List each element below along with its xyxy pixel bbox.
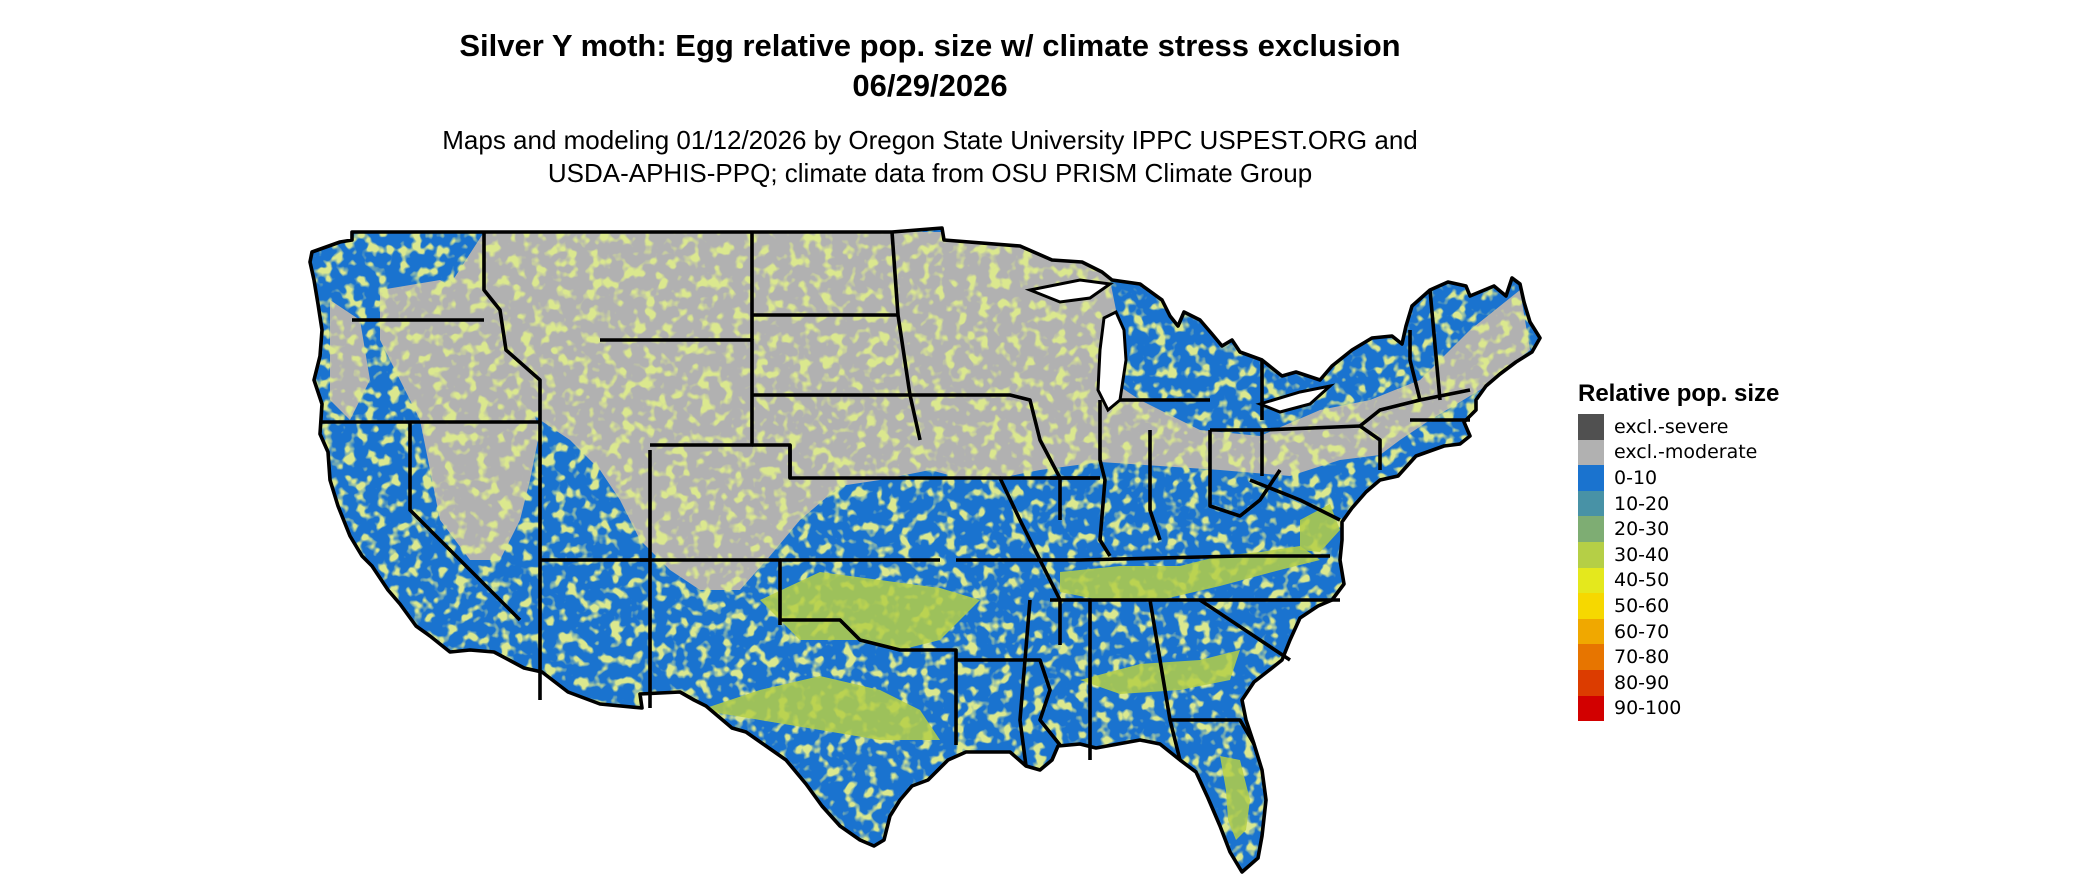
us-outline (308, 226, 1542, 874)
legend-swatch (1578, 439, 1604, 466)
legend-item: 70-80 (1578, 644, 1779, 670)
legend-swatch (1578, 567, 1604, 594)
map-subtitle-line1: Maps and modeling 01/12/2026 by Oregon S… (442, 125, 1418, 155)
legend-swatch (1578, 516, 1604, 542)
legend-swatch (1578, 490, 1604, 517)
legend-item: 60-70 (1578, 618, 1779, 645)
legend-item: 50-60 (1578, 593, 1779, 619)
legend-swatch (1578, 465, 1604, 491)
legend-items: excl.-severe excl.-moderate 0-10 10-20 20-30… (1578, 414, 1779, 722)
state-borders (308, 226, 1542, 874)
legend-item: 0-10 (1578, 465, 1779, 491)
legend-label: 40-50 (1614, 569, 1670, 592)
legend-swatch (1578, 618, 1604, 645)
legend-label: 60-70 (1614, 620, 1670, 643)
legend-swatch (1578, 695, 1604, 722)
legend-label: 70-80 (1614, 646, 1670, 669)
mid-population-band (1080, 650, 1240, 694)
mid-population-band (700, 676, 940, 740)
great-lakes (1024, 278, 1336, 414)
legend-label: 30-40 (1614, 543, 1670, 566)
legend-label: 90-100 (1614, 697, 1682, 720)
legend-label: excl.-moderate (1614, 441, 1758, 464)
legend-swatch (1578, 669, 1604, 696)
mid-population-band (1060, 546, 1320, 600)
mid-population-band (1220, 756, 1250, 840)
legend-swatch (1578, 644, 1604, 670)
map-title-line2: 06/29/2026 (852, 68, 1008, 103)
legend-item: 30-40 (1578, 541, 1779, 568)
legend: Relative pop. size excl.-severe excl.-mod… (1578, 380, 1780, 722)
legend-item: 80-90 (1578, 669, 1779, 696)
legend-item: 10-20 (1578, 490, 1779, 517)
legend-swatch (1578, 541, 1604, 568)
legend-item: excl.-moderate (1578, 439, 1779, 466)
legend-item: 40-50 (1578, 567, 1779, 594)
legend-swatch (1578, 593, 1604, 619)
legend-item: 90-100 (1578, 695, 1779, 722)
map-title-line1: Silver Y moth: Egg relative pop. size w/… (459, 28, 1401, 63)
legend-item: 20-30 (1578, 516, 1779, 542)
legend-label: 10-20 (1614, 492, 1670, 515)
legend-label: 80-90 (1614, 671, 1670, 694)
legend-label: 50-60 (1614, 594, 1670, 617)
legend-swatch (1578, 414, 1604, 440)
mid-population-texture (310, 228, 1540, 872)
mid-population-band (760, 572, 980, 650)
legend-label: 0-10 (1614, 466, 1658, 489)
legend-label: 20-30 (1614, 518, 1670, 541)
legend-title: Relative pop. size (1578, 380, 1780, 407)
legend-item: excl.-severe (1578, 414, 1779, 440)
map-fill-layer (310, 228, 1540, 872)
legend-label: excl.-severe (1614, 415, 1729, 438)
map-subtitle-line2: USDA-APHIS-PPQ; climate data from OSU PR… (547, 158, 1313, 188)
